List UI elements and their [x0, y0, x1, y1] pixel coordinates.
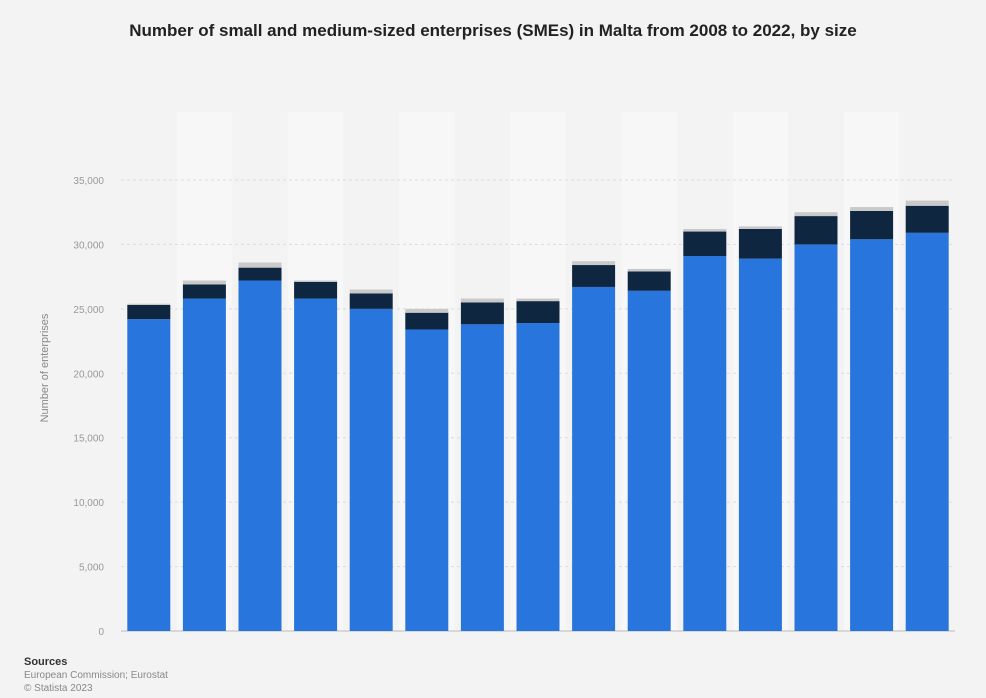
source-heading: Sources: [24, 656, 68, 668]
bar-segment-1: [572, 265, 616, 287]
bar-segment-2: [127, 303, 171, 305]
bar-segment-1: [683, 231, 727, 257]
bar-segment-0: [683, 256, 727, 631]
bar-segment-1: [182, 284, 226, 299]
bar-segment-0: [294, 298, 338, 631]
bar-segment-2: [905, 200, 949, 206]
bar-segment-1: [516, 301, 560, 324]
bar-segment-1: [405, 312, 449, 330]
y-tick-label: 35,000: [73, 176, 104, 187]
bar-segment-2: [294, 280, 338, 282]
bar-segment-0: [850, 239, 894, 631]
bar-segment-2: [794, 212, 838, 217]
bar-segment-1: [460, 302, 504, 325]
y-axis-label: Number of enterprises: [39, 313, 51, 423]
y-tick-label: 10,000: [73, 498, 104, 509]
bar-segment-0: [572, 286, 616, 631]
bar-segment-1: [850, 210, 894, 240]
y-tick-label: 20,000: [73, 369, 104, 380]
bar-segment-1: [294, 281, 338, 299]
bar-segment-0: [405, 329, 449, 631]
copyright: © Statista 2023: [24, 683, 93, 694]
bar-segment-2: [627, 268, 671, 272]
source-line: European Commission; Eurostat: [24, 670, 168, 681]
bar-segment-0: [349, 308, 393, 631]
y-tick-label: 25,000: [73, 305, 104, 316]
bar-segment-1: [127, 304, 171, 320]
bar-segment-0: [182, 298, 226, 631]
bar-segment-2: [738, 226, 782, 229]
bar-segment-1: [794, 216, 838, 245]
y-tick-label: 5,000: [79, 563, 104, 574]
bar-segment-0: [460, 324, 504, 631]
bar-segment-2: [405, 308, 449, 313]
bar-segment-0: [627, 290, 671, 631]
bar-segment-0: [516, 323, 560, 631]
bar-segment-0: [238, 280, 282, 631]
chart-title: Number of small and medium-sized enterpr…: [129, 21, 857, 40]
bar-segment-0: [794, 244, 838, 631]
bar-segment-2: [182, 280, 226, 285]
bar-segment-1: [738, 228, 782, 259]
bar-segment-1: [238, 267, 282, 281]
bar-segment-2: [460, 298, 504, 303]
bar-segment-1: [349, 293, 393, 309]
bar-segment-0: [905, 232, 949, 631]
bar-segment-1: [905, 205, 949, 233]
y-tick-label: 15,000: [73, 434, 104, 445]
y-tick-label: 30,000: [73, 240, 104, 251]
bar-segment-2: [850, 207, 894, 211]
bar-segment-1: [627, 271, 671, 291]
bar-segment-2: [683, 228, 727, 232]
bar-segment-0: [738, 258, 782, 631]
bar-segment-0: [127, 319, 171, 631]
y-tick-label: 0: [98, 627, 104, 638]
bar-segment-2: [516, 298, 560, 302]
source-block: Sources European Commission; Eurostat © …: [24, 656, 168, 695]
bar-segment-2: [238, 262, 282, 268]
bar-segment-2: [349, 289, 393, 294]
bar-segment-2: [572, 261, 616, 266]
